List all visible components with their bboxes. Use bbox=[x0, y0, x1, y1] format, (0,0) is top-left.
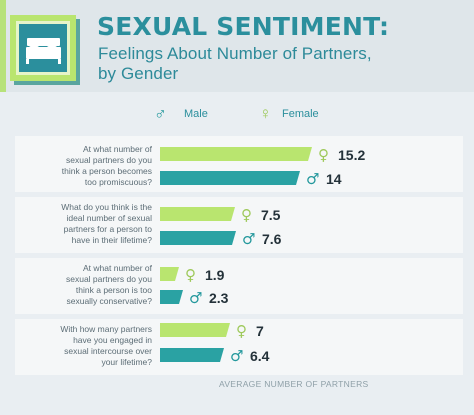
legend-female-label: Female bbox=[282, 108, 319, 120]
question-line: too promiscuous? bbox=[84, 177, 152, 187]
female-symbol-icon: ♀ bbox=[241, 206, 252, 224]
question-line: At what number of bbox=[83, 263, 152, 273]
male-bar-2 bbox=[160, 231, 236, 245]
female-symbol-icon: ♀ bbox=[236, 322, 247, 340]
page-title: SEXUAL SENTIMENT: bbox=[97, 12, 390, 41]
female-value-label: 15.2 bbox=[338, 147, 365, 163]
male-symbol-icon: ♂ bbox=[230, 347, 243, 365]
header-banner: SEXUAL SENTIMENT: Feelings About Number … bbox=[0, 0, 474, 92]
chart-row-background bbox=[15, 319, 463, 375]
question-label: What do you think is the ideal number of… bbox=[16, 202, 152, 246]
female-symbol-icon: ♀ bbox=[259, 104, 272, 123]
question-line: At what number of bbox=[83, 144, 152, 154]
bed-badge bbox=[10, 15, 76, 81]
female-value-label: 7.5 bbox=[261, 207, 281, 223]
question-label: With how many partners have you engaged … bbox=[16, 324, 152, 368]
male-symbol-icon: ♂ bbox=[189, 289, 202, 307]
chart-row-background bbox=[15, 197, 463, 253]
question-line: sexual intercourse over bbox=[64, 346, 152, 356]
female-bar-3 bbox=[160, 267, 179, 281]
male-symbol-icon: ♂ bbox=[242, 230, 255, 248]
male-value-label: 7.6 bbox=[262, 231, 282, 247]
question-line: partners for a person to bbox=[63, 224, 152, 234]
question-label: At what number of sexual partners do you… bbox=[16, 144, 152, 188]
header-accent-bar bbox=[0, 0, 6, 92]
male-value-label: 6.4 bbox=[250, 348, 270, 364]
chart-row-background bbox=[15, 258, 463, 314]
female-symbol-icon: ♀ bbox=[318, 146, 329, 164]
question-line: think a person is too bbox=[75, 285, 152, 295]
question-line: ideal number of sexual bbox=[66, 213, 152, 223]
female-bar-4 bbox=[160, 323, 230, 337]
question-line: With how many partners bbox=[60, 324, 152, 334]
question-line: sexually conservative? bbox=[66, 296, 152, 306]
question-line: think a person becomes bbox=[61, 166, 152, 176]
male-bar-3 bbox=[160, 290, 183, 304]
question-line: sexual partners do you bbox=[66, 274, 152, 284]
question-label: At what number of sexual partners do you… bbox=[16, 263, 152, 307]
question-line: sexual partners do you bbox=[66, 155, 152, 165]
male-value-label: 14 bbox=[326, 171, 342, 187]
male-value-label: 2.3 bbox=[209, 290, 229, 306]
male-bar-4 bbox=[160, 348, 224, 362]
female-value-label: 1.9 bbox=[205, 267, 225, 283]
female-value-label: 7 bbox=[256, 323, 264, 339]
page-subtitle-line-2: by Gender bbox=[98, 64, 179, 83]
female-bar-2 bbox=[160, 207, 235, 221]
question-line: What do you think is the bbox=[61, 202, 152, 212]
bed-icon-tile bbox=[16, 21, 70, 75]
male-bar-1 bbox=[160, 171, 300, 185]
female-symbol-icon: ♀ bbox=[185, 266, 196, 284]
page-subtitle-line-1: Feelings About Number of Partners, bbox=[98, 44, 372, 63]
bed-icon bbox=[26, 38, 61, 64]
question-line: have you engaged in bbox=[73, 335, 152, 345]
male-symbol-icon: ♂ bbox=[306, 170, 319, 188]
question-line: your lifetime? bbox=[101, 357, 152, 367]
legend-male-label: Male bbox=[184, 108, 208, 120]
male-symbol-icon: ♂ bbox=[154, 104, 167, 123]
x-axis-label: AVERAGE NUMBER OF PARTNERS bbox=[219, 379, 369, 389]
question-line: have in their lifetime? bbox=[71, 235, 152, 245]
female-bar-1 bbox=[160, 147, 312, 161]
